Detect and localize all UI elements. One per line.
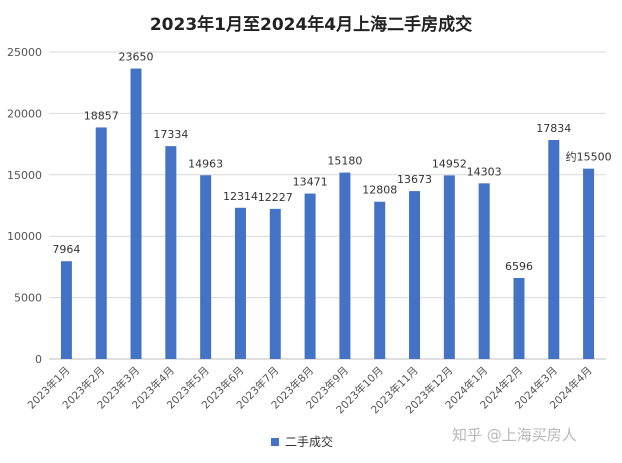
- watermark: 知乎 @上海买房人: [452, 426, 577, 444]
- bar: [95, 127, 107, 360]
- bar: [478, 183, 490, 359]
- legend-label: 二手成交: [285, 435, 334, 449]
- data-label: 17834: [536, 122, 571, 135]
- data-label: 14303: [467, 165, 502, 178]
- bars: [60, 68, 595, 360]
- data-label: 14952: [432, 157, 467, 170]
- data-label: 12808: [362, 184, 397, 197]
- chart-title: 2023年1月至2024年4月上海二手房成交: [149, 15, 473, 35]
- data-label: 13673: [397, 173, 432, 186]
- bar: [339, 172, 351, 359]
- data-label: 6596: [505, 260, 533, 273]
- data-label: 12227: [258, 191, 293, 204]
- data-label: 约15500: [566, 151, 612, 164]
- legend: 二手成交: [271, 433, 333, 450]
- data-label: 12314: [223, 190, 258, 203]
- gridlines: [49, 51, 606, 360]
- y-tick-label: 0: [35, 353, 42, 366]
- bar: [513, 278, 525, 359]
- data-label: 23650: [119, 51, 154, 64]
- bar: [583, 168, 595, 359]
- y-tick-label: 10000: [7, 230, 42, 243]
- bar: [130, 68, 142, 359]
- y-tick-label: 25000: [7, 46, 42, 59]
- y-axis-ticks: 0 5000 10000 15000 20000 25000: [7, 46, 42, 366]
- bar: [374, 201, 386, 359]
- bar: [165, 146, 177, 359]
- bar: [60, 261, 72, 359]
- data-label: 17334: [153, 128, 188, 141]
- data-label: 14963: [188, 157, 223, 170]
- x-axis-ticks: 2023年1月2023年2月2023年3月2023年4月2023年5月2023年…: [25, 364, 595, 416]
- bar: [269, 208, 281, 359]
- bar: [548, 139, 560, 359]
- bar: [409, 191, 421, 359]
- data-label: 15180: [327, 155, 362, 168]
- bar: [200, 175, 212, 359]
- bar: [443, 175, 455, 359]
- legend-swatch: [271, 437, 279, 446]
- bar: [234, 207, 246, 359]
- y-tick-label: 15000: [7, 169, 42, 182]
- y-tick-label: 20000: [7, 107, 42, 120]
- data-label: 18857: [84, 109, 119, 122]
- data-label: 7964: [52, 243, 80, 256]
- bar: [304, 193, 316, 359]
- data-label: 13471: [293, 176, 328, 189]
- y-tick-label: 5000: [14, 292, 42, 305]
